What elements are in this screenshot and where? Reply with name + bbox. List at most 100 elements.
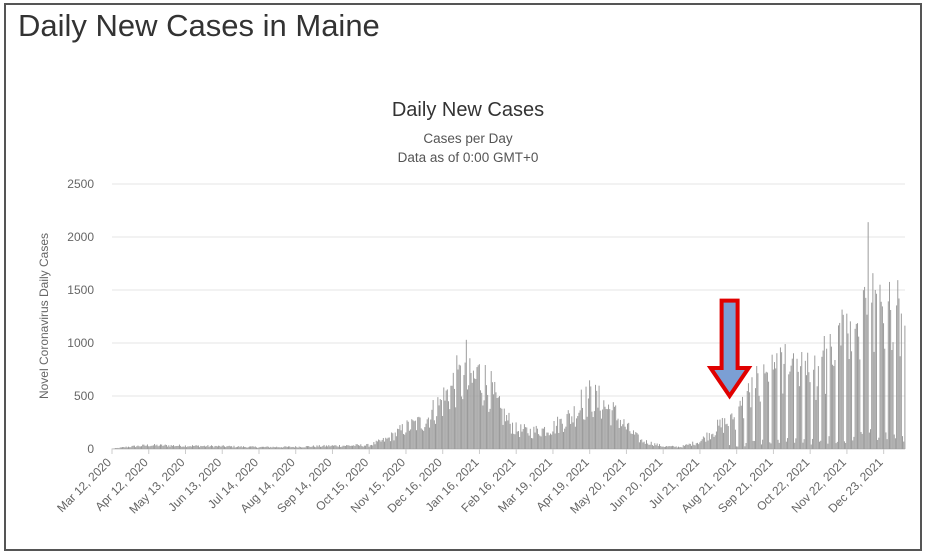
daily-cases-bar	[724, 418, 726, 449]
daily-cases-bar	[411, 419, 413, 449]
daily-cases-bar	[388, 437, 390, 449]
daily-cases-bar	[874, 290, 876, 449]
daily-cases-bar	[898, 298, 900, 449]
daily-cases-bar	[459, 365, 461, 449]
daily-cases-bar	[742, 396, 743, 449]
daily-cases-bar	[138, 446, 140, 449]
daily-cases-bar	[784, 344, 786, 449]
daily-cases-bar	[214, 445, 216, 449]
daily-cases-bar	[465, 339, 467, 449]
daily-cases-bar	[386, 438, 388, 449]
daily-cases-bar	[548, 435, 550, 449]
daily-cases-bar	[675, 446, 677, 449]
daily-cases-bar	[555, 425, 557, 449]
daily-cases-bar	[563, 431, 564, 449]
daily-cases-bar	[691, 445, 693, 449]
daily-cases-bar	[531, 438, 532, 449]
daily-cases-bar	[679, 447, 681, 449]
daily-cases-bar	[280, 447, 282, 449]
daily-cases-bar	[791, 358, 793, 449]
daily-cases-bar	[136, 446, 138, 449]
daily-cases-bar	[712, 433, 714, 449]
daily-cases-bar	[329, 446, 331, 449]
daily-cases-bar	[664, 446, 666, 449]
daily-cases-bar	[862, 290, 864, 449]
daily-cases-bar	[572, 422, 574, 449]
daily-cases-bar	[533, 426, 535, 449]
daily-cases-bar	[117, 447, 119, 449]
daily-cases-bar	[194, 445, 196, 449]
daily-cases-bar	[802, 442, 804, 449]
daily-cases-bar	[698, 444, 700, 449]
daily-cases-bar	[758, 395, 760, 449]
daily-cases-bar	[627, 423, 629, 449]
daily-cases-bar	[148, 446, 150, 449]
daily-cases-bar	[395, 436, 397, 449]
daily-cases-bar	[859, 359, 861, 449]
daily-cases-bar	[155, 445, 157, 449]
daily-cases-bar	[208, 446, 210, 449]
daily-cases-bar	[828, 436, 830, 449]
daily-cases-bar	[680, 446, 682, 449]
daily-cases-bar	[535, 425, 537, 449]
daily-cases-bar	[661, 446, 663, 449]
daily-cases-bar	[327, 446, 329, 449]
daily-cases-bar	[239, 447, 241, 449]
daily-cases-bar	[404, 434, 406, 449]
daily-cases-bar	[468, 385, 470, 449]
daily-cases-bar	[523, 424, 525, 449]
daily-cases-bar	[478, 364, 480, 449]
daily-cases-bar	[114, 448, 116, 449]
daily-cases-bar	[215, 445, 217, 449]
daily-cases-bar	[568, 413, 570, 449]
daily-cases-bar	[318, 445, 320, 449]
daily-cases-bar	[193, 445, 195, 449]
daily-cases-bar	[752, 440, 754, 449]
daily-cases-bar	[781, 352, 783, 449]
daily-cases-bar	[746, 391, 748, 449]
daily-cases-bar	[808, 372, 810, 449]
daily-cases-bar	[668, 446, 670, 449]
daily-cases-bar	[462, 399, 464, 449]
daily-cases-bar	[317, 446, 319, 449]
daily-cases-bar	[128, 446, 129, 449]
daily-cases-bar	[449, 409, 451, 449]
daily-cases-bar	[343, 445, 345, 449]
daily-cases-bar	[171, 445, 173, 449]
daily-cases-bar	[360, 444, 362, 449]
daily-cases-bar	[815, 399, 817, 449]
y-tick-label: 2000	[67, 230, 94, 244]
daily-cases-bar	[328, 445, 330, 449]
daily-cases-bar	[689, 443, 691, 449]
daily-cases-bar	[834, 360, 836, 449]
daily-cases-bar	[902, 436, 904, 449]
daily-cases-bar	[399, 425, 401, 449]
daily-cases-bar	[740, 405, 742, 449]
daily-cases-bar	[591, 411, 593, 449]
daily-cases-bar	[713, 436, 715, 449]
daily-cases-bar	[873, 351, 875, 449]
daily-cases-bar	[647, 443, 649, 449]
daily-cases-bar	[378, 439, 380, 449]
daily-cases-bar	[536, 428, 538, 449]
daily-cases-bar	[354, 446, 356, 449]
daily-cases-bar	[119, 447, 121, 449]
daily-cases-bar	[427, 417, 429, 449]
daily-cases-bar	[474, 378, 476, 449]
daily-cases-bar	[508, 412, 510, 449]
daily-cases-bar	[495, 392, 497, 449]
daily-cases-bar	[316, 445, 318, 449]
daily-cases-bar	[413, 421, 415, 449]
daily-cases-bar	[667, 446, 669, 449]
daily-cases-bar	[187, 446, 189, 449]
daily-cases-bar	[496, 397, 498, 449]
daily-cases-bar	[800, 366, 802, 449]
daily-cases-bar	[470, 373, 472, 449]
daily-cases-bar	[453, 388, 455, 449]
daily-cases-bar	[199, 447, 201, 449]
daily-cases-bar	[308, 446, 310, 449]
daily-cases-bar	[512, 422, 514, 449]
daily-cases-bar	[497, 397, 499, 449]
daily-cases-bar	[189, 446, 191, 449]
daily-cases-bar	[245, 446, 247, 449]
